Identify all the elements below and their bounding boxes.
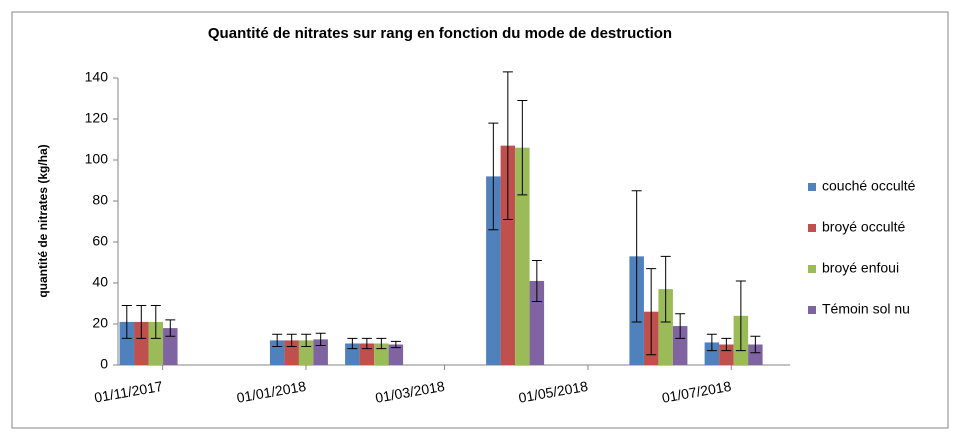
error-bar [735,280,746,352]
bar [719,344,734,365]
error-bar [136,305,147,339]
bar [148,321,164,365]
bar [704,342,720,365]
chart-title: Quantité de nitrates sur rang en fonctio… [208,25,672,42]
error-bar [660,255,671,323]
bar [163,328,178,365]
error-bar [750,335,761,354]
bar [748,344,763,365]
error-bar [631,190,642,323]
error-bar [517,100,528,196]
error-bar [721,337,732,352]
legend-swatch [808,265,816,273]
legend-swatch [808,306,816,314]
error-bar [502,71,513,220]
y-tick-label: 140 [85,69,109,85]
legend-swatch [808,224,816,232]
y-tick-label: 100 [85,151,109,167]
bar [529,280,545,365]
bar [658,289,673,365]
error-bar [531,259,542,302]
y-tick-label: 120 [85,110,109,126]
bar [388,344,404,365]
error-bar [361,337,372,350]
y-tick-label: 60 [92,233,108,249]
error-bar [390,340,401,349]
bar [500,145,516,365]
error-bar [376,337,387,350]
legend-label: Témoin sol nu [822,301,910,317]
error-bar [286,333,297,348]
error-bar [347,337,358,350]
error-bar [150,305,161,339]
error-bar [301,333,312,348]
error-bar [706,333,717,352]
bar [515,147,530,365]
error-bar [121,305,132,339]
error-bar [646,268,657,356]
chart-border [11,11,949,429]
error-bar [675,313,686,339]
legend-label: couché occulté [822,178,916,194]
legend-label: broyé occulté [822,219,905,235]
y-tick-label: 40 [92,274,108,290]
error-bar [272,333,283,348]
bar [134,321,149,365]
y-tick-label: 80 [92,192,108,208]
legend-swatch [808,183,816,191]
y-axis-label: quantité de nitrates (kg/ha) [36,144,50,297]
y-tick-label: 20 [92,315,108,331]
bar [486,176,501,365]
error-bar [315,332,326,347]
error-bar [165,319,176,337]
error-bar [488,122,499,231]
bar [119,321,135,365]
y-tick-label: 0 [100,356,108,372]
bar [672,326,688,365]
legend-label: broyé enfoui [822,260,899,276]
